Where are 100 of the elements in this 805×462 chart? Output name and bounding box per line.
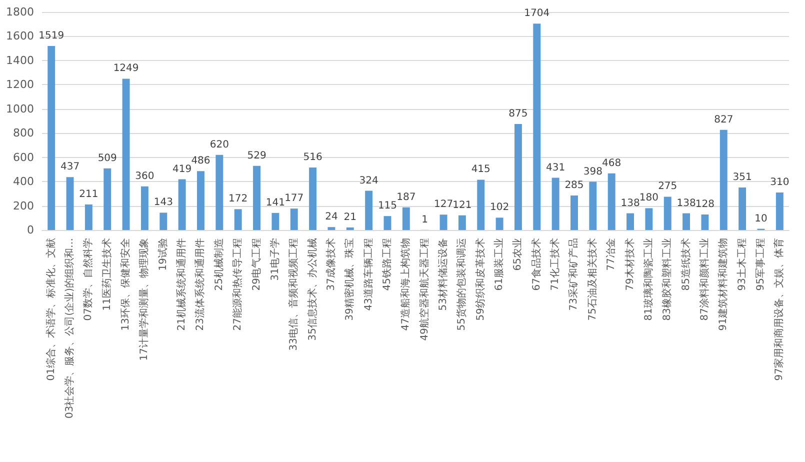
y-tick-label: 0 bbox=[27, 224, 34, 236]
x-tick-label: 93土木工程 bbox=[736, 238, 748, 291]
data-label: 415 bbox=[471, 164, 490, 176]
x-tick-label: 23流体系统和通用件 bbox=[194, 238, 206, 331]
data-label: 177 bbox=[284, 193, 304, 204]
data-label: 180 bbox=[639, 192, 658, 204]
y-tick-label: 1600 bbox=[6, 30, 34, 43]
data-label: 24 bbox=[325, 212, 338, 223]
x-tick-label: 37成像技术 bbox=[324, 238, 337, 291]
data-label: 211 bbox=[79, 188, 98, 200]
data-label: 431 bbox=[546, 162, 566, 174]
data-label: 138 bbox=[620, 198, 640, 209]
x-tick-label: 11医药卫生技术 bbox=[100, 238, 113, 311]
bar bbox=[570, 195, 578, 230]
x-tick-label: 77冶金 bbox=[605, 238, 618, 271]
x-tick-label: 27能源和热传导工程 bbox=[232, 238, 244, 331]
data-label: 1519 bbox=[38, 30, 64, 42]
x-tick-label: 43道路车辆工程 bbox=[362, 238, 374, 311]
y-tick-label: 1000 bbox=[6, 102, 34, 116]
x-tick-label: 79木材技术 bbox=[624, 238, 636, 291]
y-tick-label: 1800 bbox=[6, 6, 34, 18]
y-tick-label: 200 bbox=[13, 199, 34, 212]
bar bbox=[365, 190, 373, 230]
data-label: 468 bbox=[602, 158, 622, 169]
x-tick-label: 55货物的包装和调运 bbox=[456, 238, 468, 331]
data-label: 1 bbox=[422, 214, 428, 226]
x-tick-label: 83橡胶和塑料工业 bbox=[661, 238, 674, 321]
x-tick-label: 17计量学和测量、物理现象 bbox=[138, 238, 150, 361]
data-label: 127 bbox=[434, 199, 454, 210]
x-tick-label: 45铁路工程 bbox=[380, 238, 393, 291]
x-tick-label: 49航空器和航天器工程 bbox=[418, 238, 430, 341]
bar bbox=[720, 130, 728, 230]
x-tick-label: 35信息技术、办公机械 bbox=[306, 238, 318, 341]
bar bbox=[272, 212, 280, 230]
bar bbox=[402, 207, 410, 230]
data-label: 21 bbox=[344, 212, 357, 223]
x-tick-label: 91建筑材料和建筑物 bbox=[717, 238, 730, 331]
x-tick-label: 33电信、音频和视频工程 bbox=[288, 238, 300, 351]
data-label: 620 bbox=[210, 139, 229, 150]
x-tick-label: 39精密机械、珠宝 bbox=[344, 238, 356, 321]
data-label: 351 bbox=[732, 172, 752, 183]
data-label: 172 bbox=[228, 194, 248, 205]
x-tick-label: 75石油及相关技术 bbox=[586, 238, 598, 321]
x-tick-label: 13环保、保健和安全 bbox=[120, 238, 132, 331]
x-tick-label: 07数学、自然科学 bbox=[82, 238, 94, 321]
x-tick-label: 31电子学 bbox=[268, 238, 281, 281]
data-label: 138 bbox=[676, 198, 696, 209]
bar bbox=[48, 46, 56, 230]
bar bbox=[140, 186, 148, 230]
x-tick-label: 59纺织和皮革技术 bbox=[474, 238, 486, 321]
data-label: 516 bbox=[303, 152, 322, 164]
data-label: 102 bbox=[490, 202, 510, 214]
data-label: 121 bbox=[452, 200, 472, 211]
x-tick-label: 53材料储运设备 bbox=[437, 238, 450, 311]
data-label: 1249 bbox=[113, 63, 139, 74]
bar bbox=[328, 227, 336, 230]
bar bbox=[533, 24, 541, 230]
x-tick-label: 71化工技术 bbox=[549, 238, 562, 291]
data-label: 128 bbox=[695, 199, 715, 210]
bar bbox=[253, 166, 260, 230]
y-tick-label: 400 bbox=[13, 175, 34, 188]
x-tick-label: 87涂料和颜料工业 bbox=[698, 238, 710, 321]
data-label: 324 bbox=[359, 175, 378, 186]
bar bbox=[514, 124, 522, 230]
bar bbox=[626, 213, 634, 230]
y-tick-label: 800 bbox=[13, 126, 34, 140]
bar bbox=[589, 182, 597, 230]
data-label: 275 bbox=[658, 181, 678, 192]
x-tick-label: 67食品技术 bbox=[530, 238, 542, 291]
bar bbox=[776, 192, 784, 230]
y-tick-label: 1400 bbox=[6, 54, 34, 67]
data-label: 187 bbox=[396, 192, 416, 203]
data-label: 143 bbox=[154, 197, 173, 208]
x-tick-label: 65农业 bbox=[512, 238, 524, 271]
bar bbox=[477, 180, 485, 230]
bar bbox=[645, 208, 653, 230]
y-tick-label: 1200 bbox=[6, 78, 34, 92]
bar bbox=[122, 78, 130, 230]
data-label: 1704 bbox=[524, 8, 550, 20]
bar bbox=[346, 227, 354, 230]
bar bbox=[66, 177, 74, 230]
data-label: 141 bbox=[266, 197, 285, 208]
data-label: 437 bbox=[60, 162, 80, 173]
x-tick-label: 81玻璃和陶瓷工业 bbox=[642, 238, 654, 321]
bar bbox=[104, 168, 112, 230]
data-label: 827 bbox=[714, 114, 734, 126]
bar bbox=[608, 173, 616, 230]
x-tick-label: 29电气工程 bbox=[250, 238, 262, 291]
bar bbox=[701, 214, 709, 230]
x-tick-label: 61服装工业 bbox=[493, 238, 506, 291]
x-tick-label: 25机械制造 bbox=[212, 238, 225, 291]
x-tick-label: 03社会学、服务、公司(企业)的组织和… bbox=[64, 238, 76, 419]
bar bbox=[738, 187, 746, 230]
x-tick-label: 73采矿和矿产品 bbox=[568, 238, 580, 311]
data-label: 509 bbox=[98, 152, 117, 164]
bar bbox=[664, 196, 672, 230]
data-label: 310 bbox=[770, 176, 790, 188]
bar bbox=[216, 154, 224, 230]
x-tick-label: 97家用和商用设备、文娱、体育 bbox=[773, 238, 786, 381]
bar bbox=[440, 214, 448, 230]
